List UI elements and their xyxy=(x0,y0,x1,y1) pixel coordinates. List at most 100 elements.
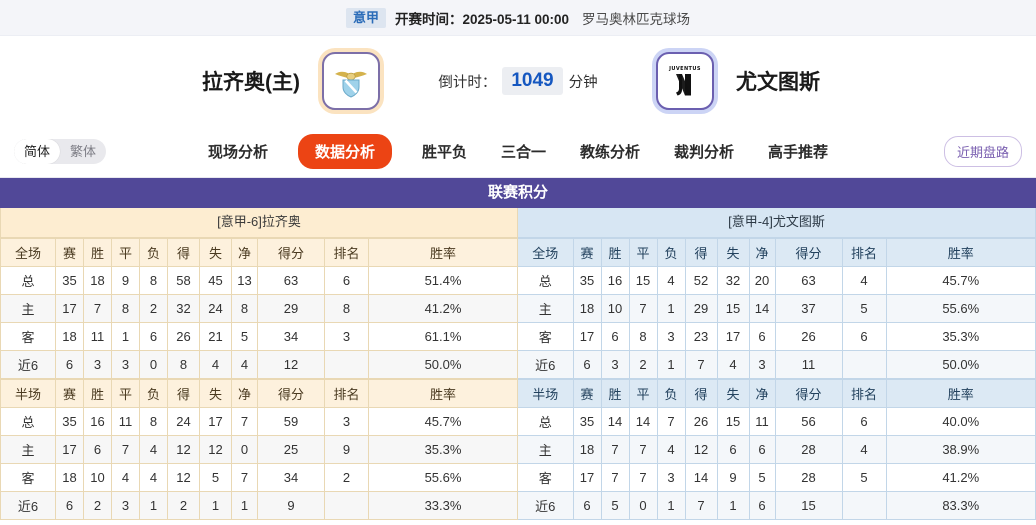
home-ft-cell-0-2: 9 xyxy=(111,266,140,295)
home-ft-cell-1-8: 8 xyxy=(324,294,369,323)
home-ft-cell-0-6: 13 xyxy=(231,266,258,295)
away-ft-cell-0-5: 32 xyxy=(716,266,750,295)
home-ft-cell-0-8: 6 xyxy=(324,266,369,295)
home-ft-cell-3-3: 0 xyxy=(139,350,168,379)
away-ft-cell-0-7: 63 xyxy=(774,266,843,295)
away-ft-cell-2-6: 6 xyxy=(748,322,776,351)
away-ht-cell-2-2: 7 xyxy=(628,463,658,492)
recent-odds-button[interactable]: 近期盘路 xyxy=(943,136,1022,167)
home-ht-cell-0-2: 11 xyxy=(111,407,140,436)
home-ft-row-label-0: 总 xyxy=(0,266,56,295)
away-ft-cell-3-9: 50.0% xyxy=(885,350,1036,379)
home-ft-row-label-1: 主 xyxy=(0,294,56,323)
away-ft-cell-3-8 xyxy=(841,350,887,379)
home-ht-cell-3-8 xyxy=(324,491,369,520)
home-ft-cell-1-0: 17 xyxy=(55,294,84,323)
home-ft-cell-3-0: 6 xyxy=(55,350,84,379)
lang-simplified-option[interactable]: 简体 xyxy=(14,139,61,164)
away-ft-cell-1-4: 29 xyxy=(684,294,718,323)
home-ht-cell-3-2: 3 xyxy=(111,491,140,520)
home-ht-cell-2-6: 7 xyxy=(231,463,258,492)
away-ht-cell-2-5: 9 xyxy=(716,463,750,492)
nav-item-coach-analysis[interactable]: 教练分析 xyxy=(580,144,641,161)
away-ft-row-label-0: 总 xyxy=(518,266,574,295)
home-ht-cell-0-0: 35 xyxy=(55,407,84,436)
home-ht-cell-3-0: 6 xyxy=(55,491,84,520)
home-ht-cell-1-4: 12 xyxy=(167,435,200,464)
table-row: 主 18 7 7 4 12 6 6 28 4 38.9% xyxy=(518,435,1036,464)
away-stats-panel: [意甲-4]尤文图斯 全场赛胜平负得失净得分 排名 胜率 总 35 16 15 4 52 32 2… xyxy=(518,208,1036,520)
away-ft-cell-2-7: 26 xyxy=(774,322,843,351)
away-ft-cell-0-8: 4 xyxy=(841,266,887,295)
home-ht-cell-2-7: 34 xyxy=(257,463,325,492)
away-ft-col-header-7: 净 xyxy=(748,238,776,267)
home-ht-cell-0-7: 59 xyxy=(257,407,325,436)
away-panel-team-header: [意甲-4]尤文图斯 xyxy=(518,208,1036,238)
away-ht-cell-2-1: 7 xyxy=(600,463,630,492)
lang-traditional-option[interactable]: 繁体 xyxy=(70,144,97,159)
nav-item-referee-analysis[interactable]: 裁判分析 xyxy=(674,144,735,161)
home-ft-col-header-5: 得 xyxy=(167,238,200,267)
away-ht-cell-0-5: 15 xyxy=(716,407,750,436)
home-ht-cell-0-5: 17 xyxy=(199,407,232,436)
home-ht-cell-0-8: 3 xyxy=(324,407,369,436)
home-ht-cell-3-9: 33.3% xyxy=(368,491,518,520)
table-row: 主 17 7 8 2 32 24 8 29 8 41.2% xyxy=(0,294,518,323)
away-ft-cell-2-0: 17 xyxy=(572,322,602,351)
home-fulltime-body: 总 35 18 9 8 58 45 13 63 6 51.4% 主 17 7 8 2 32 24 8 29 8 41.2%… xyxy=(0,266,518,379)
away-ht-cell-0-2: 14 xyxy=(628,407,658,436)
home-ht-col-header-4: 负 xyxy=(139,379,168,408)
away-ht-cell-0-0: 35 xyxy=(572,407,602,436)
away-ft-row-label-1: 主 xyxy=(518,294,574,323)
home-ht-cell-2-3: 4 xyxy=(139,463,168,492)
home-ft-cell-0-1: 18 xyxy=(83,266,112,295)
table-row: 客 18 11 1 6 26 21 5 34 3 61.1% xyxy=(0,322,518,351)
venue-label: 罗马奥林匹克球场 xyxy=(582,11,691,27)
home-ht-col-header-3: 平 xyxy=(111,379,140,408)
language-toggle[interactable]: 简体 繁体 xyxy=(14,139,107,164)
away-ht-cell-3-8 xyxy=(841,491,887,520)
away-ft-cell-1-8: 5 xyxy=(841,294,887,323)
away-ht-cell-0-4: 26 xyxy=(684,407,718,436)
league-badge: 意甲 xyxy=(345,7,386,28)
nav-item-win-draw-lose[interactable]: 胜平负 xyxy=(421,144,467,161)
away-ht-col-header-1: 赛 xyxy=(572,379,602,408)
table-row: 客 18 10 4 4 12 5 7 34 2 55.6% xyxy=(0,463,518,492)
nav-item-live-analysis[interactable]: 现场分析 xyxy=(207,144,268,161)
home-ht-cell-0-6: 7 xyxy=(231,407,258,436)
home-ht-col-header-6: 失 xyxy=(199,379,232,408)
nav-item-expert-picks[interactable]: 高手推荐 xyxy=(768,144,829,161)
home-team-block[interactable]: 拉齐奥(主) xyxy=(0,52,380,110)
away-fulltime-table: 全场赛胜平负得失净得分 排名 胜率 总 35 16 15 4 52 32 20 63 4 45.7% 主 1… xyxy=(518,238,1036,379)
away-halftime-table: 半场赛胜平负得失净得分 排名 胜率 总 35 14 14 7 26 15 11 56 6 40.0% 主 1… xyxy=(518,379,1036,520)
home-ht-cell-3-3: 1 xyxy=(139,491,168,520)
away-halftime-body: 总 35 14 14 7 26 15 11 56 6 40.0% 主 18 7 7 4 12 6 6 28 4 38.9%… xyxy=(518,407,1036,520)
home-ht-row-label-3: 近6 xyxy=(0,491,56,520)
away-ft-cell-2-3: 3 xyxy=(656,322,686,351)
away-ht-cell-3-4: 7 xyxy=(684,491,718,520)
away-ht-cell-1-6: 6 xyxy=(748,435,776,464)
home-ft-cell-2-9: 61.1% xyxy=(368,322,518,351)
home-ht-cell-2-8: 2 xyxy=(324,463,369,492)
home-fulltime-header-row: 全场赛胜平负得失净得分 排名 胜率 xyxy=(0,238,518,267)
away-ht-cell-0-3: 7 xyxy=(656,407,686,436)
lazio-crest-icon xyxy=(322,52,380,110)
away-ht-cell-2-8: 5 xyxy=(841,463,887,492)
home-ht-cell-1-9: 35.3% xyxy=(368,435,518,464)
away-ft-cell-3-0: 6 xyxy=(572,350,602,379)
away-ht-cell-2-6: 5 xyxy=(748,463,776,492)
home-ht-row-label-1: 主 xyxy=(0,435,56,464)
home-ht-cell-0-9: 45.7% xyxy=(368,407,518,436)
away-ft-cell-1-7: 37 xyxy=(774,294,843,323)
away-ft-cell-1-6: 14 xyxy=(748,294,776,323)
away-ft-cell-0-6: 20 xyxy=(748,266,776,295)
nav-item-data-analysis[interactable]: 数据分析 xyxy=(297,134,392,169)
nav-item-three-in-one[interactable]: 三合一 xyxy=(500,144,546,161)
away-fulltime-header-row: 全场赛胜平负得失净得分 排名 胜率 xyxy=(518,238,1036,267)
home-ht-cell-3-6: 1 xyxy=(231,491,258,520)
away-team-block[interactable]: JUVENTUS 尤文图斯 xyxy=(656,52,1036,110)
home-ft-cell-1-2: 8 xyxy=(111,294,140,323)
home-ft-cell-1-3: 2 xyxy=(139,294,168,323)
away-ht-cell-2-7: 28 xyxy=(774,463,843,492)
analysis-navbar: 简体 繁体 现场分析 数据分析 胜平负 三合一 教练分析 裁判分析 高手推荐 近… xyxy=(0,126,1036,178)
